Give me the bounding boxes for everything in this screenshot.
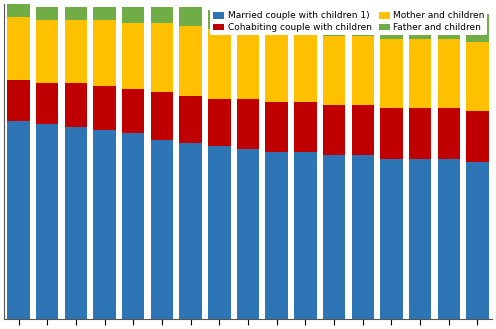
Bar — [93, 20, 116, 86]
Bar — [352, 155, 374, 319]
Bar — [180, 95, 202, 143]
Bar — [409, 39, 432, 108]
Bar — [208, 146, 231, 319]
Bar — [64, 7, 87, 20]
Bar — [208, 29, 231, 99]
Bar — [466, 42, 489, 111]
Bar — [36, 20, 59, 83]
Bar — [208, 11, 231, 29]
Bar — [380, 13, 403, 39]
Bar — [7, 4, 30, 17]
Bar — [7, 80, 30, 121]
Bar — [36, 7, 59, 20]
Bar — [437, 13, 460, 39]
Bar — [265, 102, 288, 152]
Bar — [409, 159, 432, 319]
Bar — [64, 127, 87, 319]
Bar — [180, 143, 202, 319]
Bar — [151, 92, 173, 140]
Bar — [237, 11, 259, 29]
Bar — [437, 39, 460, 108]
Bar — [380, 39, 403, 108]
Bar — [466, 162, 489, 319]
Bar — [323, 36, 345, 105]
Bar — [380, 108, 403, 159]
Bar — [7, 121, 30, 319]
Bar — [93, 86, 116, 130]
Bar — [180, 26, 202, 95]
Bar — [237, 99, 259, 149]
Bar — [93, 130, 116, 319]
Bar — [122, 7, 144, 23]
Bar — [122, 23, 144, 89]
Bar — [409, 108, 432, 159]
Bar — [352, 105, 374, 155]
Bar — [151, 140, 173, 319]
Bar — [294, 152, 316, 319]
Bar — [323, 13, 345, 36]
Bar — [64, 20, 87, 83]
Bar — [380, 159, 403, 319]
Bar — [323, 105, 345, 155]
Bar — [437, 108, 460, 159]
Bar — [64, 83, 87, 127]
Bar — [237, 29, 259, 99]
Legend: Married couple with children 1), Cohabiting couple with children, Mother and chi: Married couple with children 1), Cohabit… — [210, 9, 487, 35]
Bar — [36, 83, 59, 124]
Bar — [294, 102, 316, 152]
Bar — [294, 33, 316, 102]
Bar — [265, 33, 288, 102]
Bar — [409, 13, 432, 39]
Bar — [93, 7, 116, 20]
Bar — [466, 111, 489, 162]
Bar — [122, 89, 144, 133]
Bar — [265, 13, 288, 33]
Bar — [294, 11, 316, 33]
Bar — [36, 124, 59, 319]
Bar — [437, 159, 460, 319]
Bar — [7, 17, 30, 80]
Bar — [180, 7, 202, 26]
Bar — [352, 36, 374, 105]
Bar — [466, 13, 489, 42]
Bar — [323, 155, 345, 319]
Bar — [151, 7, 173, 23]
Bar — [122, 133, 144, 319]
Bar — [352, 11, 374, 36]
Bar — [151, 23, 173, 92]
Bar — [237, 149, 259, 319]
Bar — [208, 99, 231, 146]
Bar — [265, 152, 288, 319]
